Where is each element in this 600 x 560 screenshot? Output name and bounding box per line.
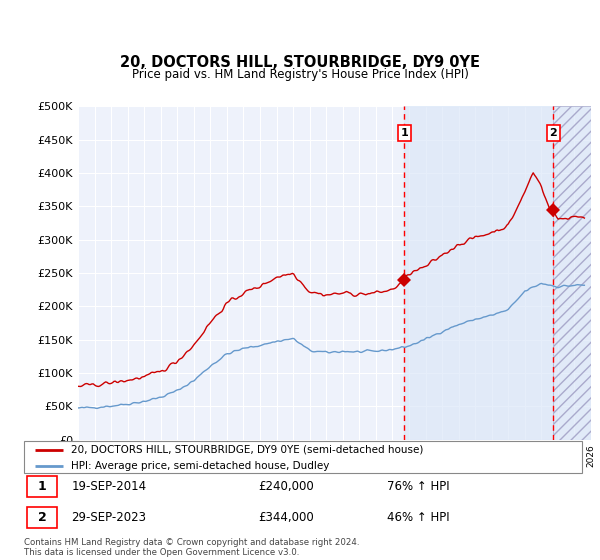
Text: 20, DOCTORS HILL, STOURBRIDGE, DY9 0YE: 20, DOCTORS HILL, STOURBRIDGE, DY9 0YE bbox=[120, 55, 480, 70]
Text: Price paid vs. HM Land Registry's House Price Index (HPI): Price paid vs. HM Land Registry's House … bbox=[131, 68, 469, 81]
Text: 1: 1 bbox=[38, 480, 47, 493]
FancyBboxPatch shape bbox=[27, 507, 58, 528]
Bar bbox=[553, 106, 591, 440]
FancyBboxPatch shape bbox=[24, 441, 582, 473]
Text: £240,000: £240,000 bbox=[259, 480, 314, 493]
Bar bbox=[404, 106, 591, 440]
Text: 20, DOCTORS HILL, STOURBRIDGE, DY9 0YE (semi-detached house): 20, DOCTORS HILL, STOURBRIDGE, DY9 0YE (… bbox=[71, 445, 424, 455]
FancyBboxPatch shape bbox=[27, 476, 58, 497]
Text: 46% ↑ HPI: 46% ↑ HPI bbox=[387, 511, 449, 524]
Text: 1: 1 bbox=[400, 128, 408, 138]
Text: 29-SEP-2023: 29-SEP-2023 bbox=[71, 511, 146, 524]
Text: HPI: Average price, semi-detached house, Dudley: HPI: Average price, semi-detached house,… bbox=[71, 461, 330, 471]
Text: 2: 2 bbox=[38, 511, 47, 524]
Text: Contains HM Land Registry data © Crown copyright and database right 2024.
This d: Contains HM Land Registry data © Crown c… bbox=[24, 538, 359, 557]
Text: 19-SEP-2014: 19-SEP-2014 bbox=[71, 480, 146, 493]
Text: 2: 2 bbox=[550, 128, 557, 138]
Text: 76% ↑ HPI: 76% ↑ HPI bbox=[387, 480, 449, 493]
Text: £344,000: £344,000 bbox=[259, 511, 314, 524]
